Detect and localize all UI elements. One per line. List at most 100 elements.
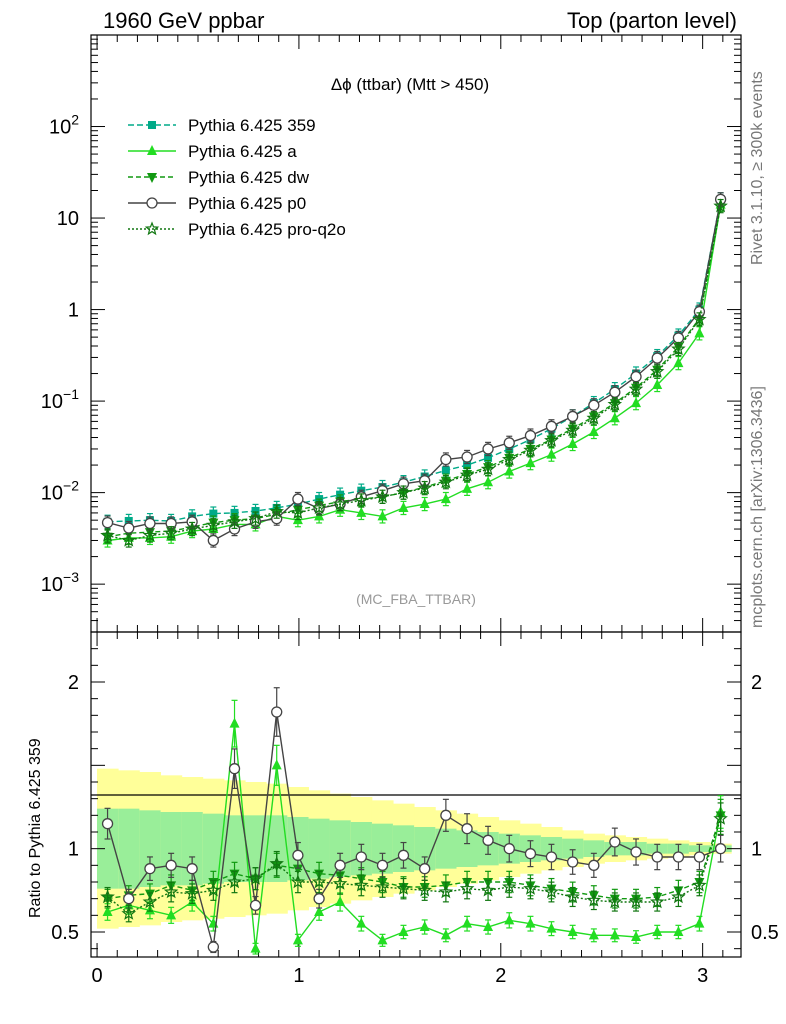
data-point [503, 437, 515, 449]
header-right-text: Top (parton level) [567, 8, 737, 33]
data-point [184, 886, 200, 900]
data-point [566, 410, 579, 423]
ratio-y-tick-label-right: 1 [751, 839, 762, 861]
data-point [463, 461, 472, 470]
data-point [480, 461, 496, 476]
data-point [649, 894, 665, 909]
data-point [461, 451, 473, 463]
ratio-band-inner [435, 828, 457, 869]
data-point [248, 871, 263, 885]
ratio-y-tick-label: 0.5 [51, 922, 79, 944]
data-point [459, 881, 475, 895]
main-y-tick-label: 10−2 [41, 478, 79, 505]
data-point [228, 763, 241, 775]
data-point [461, 823, 473, 835]
data-point [271, 759, 282, 770]
data-point [586, 892, 602, 907]
legend-label: Pythia 6.425 dw [188, 168, 310, 187]
data-point [209, 509, 218, 518]
data-point [713, 198, 728, 213]
data-point [588, 929, 599, 940]
data-point [397, 849, 410, 861]
data-point [524, 848, 537, 860]
data-point [206, 882, 221, 897]
data-point [376, 859, 389, 871]
data-point [692, 877, 707, 892]
data-point [100, 527, 115, 542]
x-tick-label: 2 [495, 965, 506, 987]
data-point [227, 514, 242, 528]
data-point [101, 818, 114, 830]
main-y-tick-label: 10 [57, 208, 79, 230]
ratio-y-tick-label: 2 [68, 672, 79, 694]
data-point [121, 906, 137, 920]
data-point [566, 856, 579, 868]
data-point [417, 480, 432, 495]
data-point [292, 934, 303, 945]
x-tick-label: 3 [697, 965, 708, 987]
data-point [292, 493, 304, 505]
data-point [714, 843, 727, 855]
data-point [545, 420, 558, 432]
data-point [482, 834, 494, 846]
data-point [102, 906, 113, 916]
series-line [107, 723, 722, 949]
series-pythia-6-425-pro-q2o [100, 198, 728, 548]
data-point [230, 508, 239, 517]
data-point [419, 921, 430, 931]
data-point [313, 893, 325, 905]
data-point [567, 437, 578, 448]
series-line [107, 199, 722, 523]
ratio-y-tick-label-right: 0.5 [751, 922, 779, 944]
data-point [671, 341, 686, 356]
data-point [630, 846, 642, 858]
data-point [671, 889, 686, 904]
data-point [544, 884, 559, 899]
data-point [525, 457, 536, 468]
data-point [334, 859, 346, 871]
ratio-band-inner [562, 838, 584, 859]
main-title: Δϕ (ttbar) (Mtt > 450) [331, 75, 489, 94]
data-point [459, 467, 475, 482]
data-point [396, 484, 411, 499]
data-point [546, 922, 557, 933]
data-point [292, 849, 304, 861]
data-point [652, 378, 663, 389]
ratio-y-tick-label-right: 2 [751, 672, 762, 694]
legend-label: Pythia 6.425 p0 [188, 194, 306, 213]
ratio-series-group [100, 687, 728, 955]
data-point [163, 884, 179, 899]
data-point [694, 327, 705, 338]
data-point [440, 929, 451, 940]
ratio-y-tick-label: 1 [68, 839, 79, 861]
data-point [101, 516, 114, 529]
data-point [672, 851, 685, 863]
ratio-ylabel: Ratio to Pythia 6.425 359 [27, 738, 44, 918]
data-point [652, 926, 663, 936]
data-point [377, 934, 388, 945]
data-point [311, 874, 327, 889]
ratio-band-inner [266, 815, 288, 882]
data-point [375, 489, 390, 504]
data-point [314, 906, 325, 916]
data-point [524, 429, 537, 442]
ratio-plot-frame [90, 631, 742, 958]
series-pythia-6-425-359 [103, 192, 725, 529]
ratio-band-inner [223, 815, 246, 882]
legend-label: Pythia 6.425 pro-q2o [188, 220, 346, 239]
data-point [398, 926, 409, 936]
data-point [419, 863, 431, 875]
data-point [121, 532, 137, 547]
ratio-band-inner [308, 818, 331, 879]
data-point [523, 442, 538, 457]
data-point [419, 498, 430, 509]
series-line [107, 199, 722, 542]
data-point [609, 836, 621, 848]
data-point [588, 399, 600, 411]
legend-marker [147, 145, 157, 155]
data-point [269, 856, 284, 870]
data-point [207, 941, 219, 953]
data-point [672, 332, 685, 344]
legend-marker [147, 173, 157, 183]
data-point [186, 863, 198, 875]
